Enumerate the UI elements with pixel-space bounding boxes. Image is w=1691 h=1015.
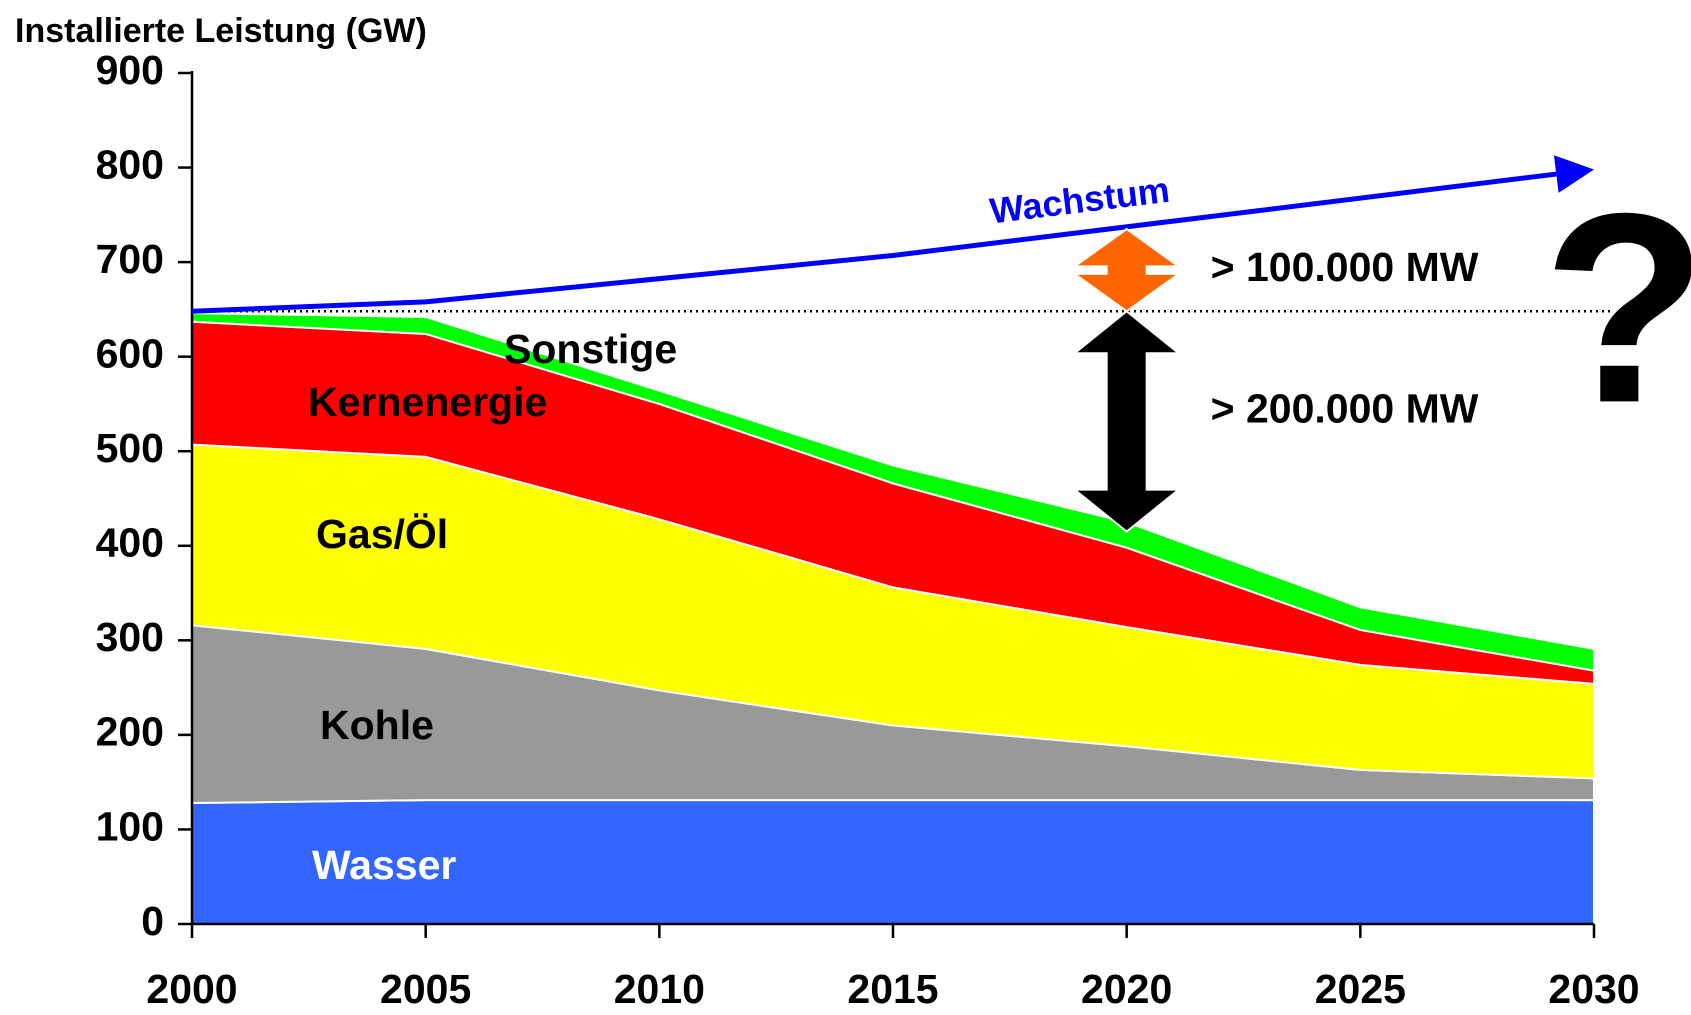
series-label: Wasser <box>312 842 456 888</box>
x-tick-label: 2000 <box>146 966 237 1012</box>
series-label: Kohle <box>320 702 434 748</box>
y-tick-label: 500 <box>96 425 164 471</box>
y-tick-label: 200 <box>96 709 164 755</box>
y-tick-label: 600 <box>96 330 164 376</box>
y-tick-label: 300 <box>96 614 164 660</box>
y-tick-label: 800 <box>96 141 164 187</box>
growth-arrowhead <box>1553 155 1594 193</box>
x-tick-label: 2030 <box>1548 966 1639 1012</box>
growth-label: Wachstum <box>987 169 1171 232</box>
x-tick-label: 2015 <box>847 966 938 1012</box>
gap-arrow <box>1071 309 1182 533</box>
x-tick-label: 2005 <box>380 966 471 1012</box>
gap-label: > 200.000 MW <box>1211 385 1479 431</box>
question-mark: ? <box>1543 158 1691 459</box>
x-tick-label: 2025 <box>1315 966 1406 1012</box>
series-label: Gas/Öl <box>316 511 448 557</box>
area <box>191 312 1595 672</box>
gap-label: > 100.000 MW <box>1211 244 1479 290</box>
x-tick-label: 2010 <box>614 966 705 1012</box>
chart-title: Installierte Leistung (GW) <box>15 12 427 50</box>
y-tick-label: 400 <box>96 520 164 566</box>
gap-arrow <box>1071 227 1182 313</box>
y-tick-label: 700 <box>96 236 164 282</box>
growth-line <box>191 171 1557 314</box>
x-tick-label: 2020 <box>1081 966 1172 1012</box>
y-tick-label: 0 <box>141 898 164 944</box>
series-label: Sonstige <box>504 326 677 372</box>
y-tick-label: 100 <box>96 803 164 849</box>
y-tick-label: 900 <box>96 47 164 93</box>
series-label: Kernenergie <box>308 379 547 425</box>
